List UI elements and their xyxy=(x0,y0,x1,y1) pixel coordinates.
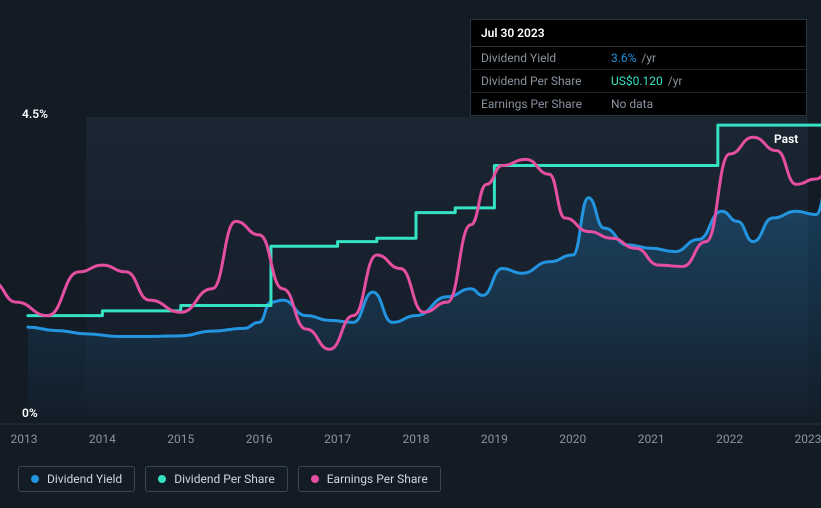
x-axis-label: 2017 xyxy=(324,432,351,446)
tooltip-row-value: 3.6% /yr xyxy=(611,51,656,65)
tooltip-row: Earnings Per ShareNo data xyxy=(471,93,806,115)
y-axis-label: 4.5% xyxy=(22,107,48,121)
tooltip-date: Jul 30 2023 xyxy=(471,20,806,47)
x-axis-label: 2013 xyxy=(11,432,38,446)
legend-dot-icon xyxy=(311,475,319,483)
legend-item-earnings-per-share[interactable]: Earnings Per Share xyxy=(298,466,441,492)
tooltip-row-value: US$0.120 /yr xyxy=(611,74,682,88)
legend-item-dividend-yield[interactable]: Dividend Yield xyxy=(18,466,135,492)
chart-tooltip: Jul 30 2023 Dividend Yield3.6% /yrDivide… xyxy=(470,19,807,116)
chart-legend: Dividend Yield Dividend Per Share Earnings… xyxy=(18,466,441,492)
x-axis-label: 2015 xyxy=(167,432,194,446)
tooltip-row: Dividend Per ShareUS$0.120 /yr xyxy=(471,70,806,93)
legend-dot-icon xyxy=(31,475,39,483)
legend-label: Dividend Per Share xyxy=(174,472,275,486)
tooltip-row-label: Earnings Per Share xyxy=(481,97,611,111)
tooltip-row: Dividend Yield3.6% /yr xyxy=(471,47,806,70)
x-axis-label: 2020 xyxy=(559,432,586,446)
tooltip-row-value: No data xyxy=(611,97,653,111)
legend-item-dividend-per-share[interactable]: Dividend Per Share xyxy=(145,466,288,492)
tooltip-row-label: Dividend Per Share xyxy=(481,74,611,88)
x-axis-label: 2023 xyxy=(795,432,821,446)
x-axis-label: 2019 xyxy=(481,432,508,446)
x-axis-label: 2014 xyxy=(89,432,116,446)
tooltip-row-label: Dividend Yield xyxy=(481,51,611,65)
y-axis-label: 0% xyxy=(22,406,38,420)
legend-label: Earnings Per Share xyxy=(327,472,428,486)
x-axis-label: 2018 xyxy=(403,432,430,446)
tooltip-rows: Dividend Yield3.6% /yrDividend Per Share… xyxy=(471,47,806,115)
x-axis-label: 2021 xyxy=(638,432,665,446)
x-axis-labels: 2013 2014 2015 2016 2017 2018 2019 2020 2021 2022… xyxy=(0,432,821,450)
x-axis-label: 2022 xyxy=(716,432,743,446)
x-axis-label: 2016 xyxy=(246,432,273,446)
legend-label: Dividend Yield xyxy=(47,472,122,486)
legend-dot-icon xyxy=(158,475,166,483)
past-label: Past xyxy=(774,132,798,146)
